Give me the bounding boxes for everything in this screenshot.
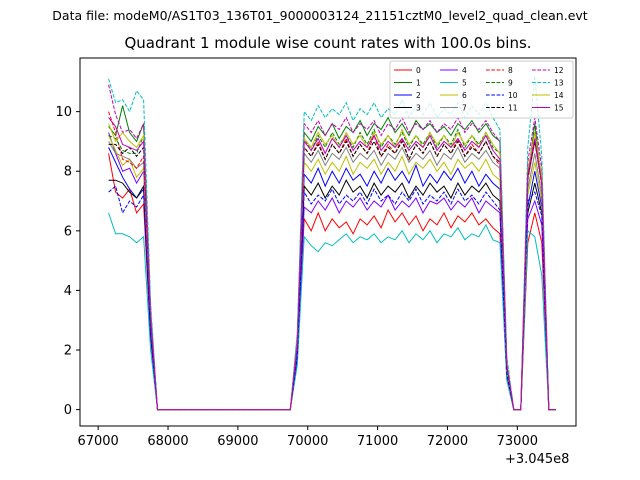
series-line-14 bbox=[108, 123, 556, 411]
legend-label-1: 1 bbox=[416, 78, 421, 87]
legend-label-4: 4 bbox=[462, 66, 467, 75]
x-tick-label: 72000 bbox=[427, 434, 468, 449]
figure-suptitle: Data file: modeM0/AS1T03_136T01_90000031… bbox=[52, 8, 588, 23]
x-axis-offset-label: +3.045e8 bbox=[505, 452, 570, 467]
legend-label-7: 7 bbox=[462, 103, 467, 112]
series-line-7 bbox=[108, 141, 556, 411]
series-line-5 bbox=[108, 212, 556, 411]
series-line-15 bbox=[108, 117, 556, 411]
series-line-3 bbox=[108, 179, 556, 411]
legend-label-9: 9 bbox=[508, 78, 513, 87]
legend-label-5: 5 bbox=[462, 78, 467, 87]
x-tick-label: 73000 bbox=[497, 434, 538, 449]
series-line-4 bbox=[108, 132, 556, 411]
y-tick-label: 6 bbox=[64, 224, 72, 239]
x-tick-label: 71000 bbox=[357, 434, 398, 449]
y-tick-label: 0 bbox=[64, 403, 72, 418]
series-layer bbox=[108, 75, 556, 411]
y-tick-label: 10 bbox=[55, 105, 72, 120]
legend-label-8: 8 bbox=[508, 66, 513, 75]
y-tick-label: 8 bbox=[64, 165, 72, 180]
y-tick-label: 4 bbox=[64, 284, 72, 299]
series-line-1 bbox=[108, 105, 556, 411]
legend-label-11: 11 bbox=[508, 103, 518, 112]
x-tick-label: 69000 bbox=[217, 434, 258, 449]
legend-label-3: 3 bbox=[416, 103, 421, 112]
legend-label-10: 10 bbox=[508, 91, 518, 100]
axes-frame bbox=[79, 57, 577, 427]
legend-box bbox=[389, 60, 574, 119]
y-axis: 0 2 4 6 8 10 bbox=[55, 105, 80, 418]
legend-label-14: 14 bbox=[554, 91, 564, 100]
series-line-8 bbox=[108, 111, 556, 411]
series-line-12 bbox=[108, 84, 556, 411]
legend-label-13: 13 bbox=[554, 78, 564, 87]
series-line-11 bbox=[108, 140, 556, 411]
series-line-0 bbox=[108, 153, 556, 411]
series-line-6 bbox=[108, 135, 556, 411]
x-tick-label: 68000 bbox=[147, 434, 188, 449]
legend-label-0: 0 bbox=[416, 66, 421, 75]
legend-label-6: 6 bbox=[462, 91, 467, 100]
x-tick-label: 70000 bbox=[287, 434, 328, 449]
legend-label-2: 2 bbox=[416, 91, 421, 100]
y-tick-label: 2 bbox=[64, 344, 72, 359]
legend-label-12: 12 bbox=[554, 66, 564, 75]
legend-label-15: 15 bbox=[554, 103, 564, 112]
chart-title: Quadrant 1 module wise count rates with … bbox=[124, 34, 532, 52]
x-tick-label: 67000 bbox=[77, 434, 118, 449]
x-axis: 67000 68000 69000 70000 71000 72000 73000 bbox=[77, 426, 538, 449]
